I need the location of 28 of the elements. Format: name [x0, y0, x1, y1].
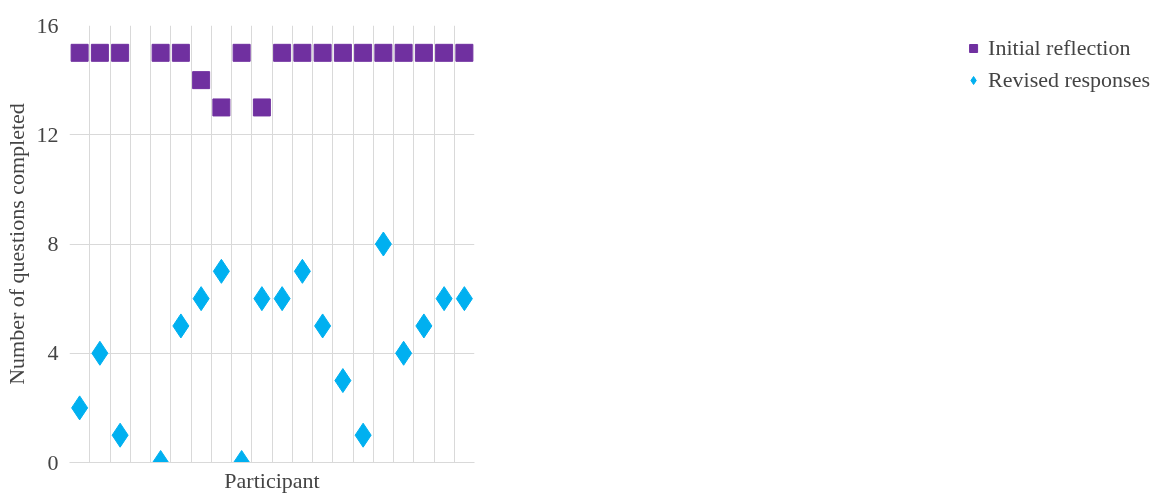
point: [192, 71, 211, 90]
point: [313, 43, 332, 62]
y-axis-title: Number of questions completed: [3, 103, 29, 385]
y-tick-label: 8: [47, 231, 59, 256]
y-tick-label: 0: [47, 449, 59, 475]
y-tick-label: 12: [36, 121, 59, 147]
point: [414, 43, 433, 62]
point: [354, 43, 373, 62]
point: [435, 43, 454, 62]
point: [374, 43, 393, 62]
point: [394, 43, 413, 62]
point: [252, 98, 271, 117]
point: [293, 43, 312, 62]
point: [273, 43, 292, 62]
point: [111, 43, 130, 62]
y-tick-label: 16: [36, 12, 59, 38]
point: [333, 43, 352, 62]
point: [171, 43, 190, 62]
point: [455, 43, 474, 62]
y-tick-label: 4: [47, 340, 59, 366]
point: [232, 43, 251, 62]
point: [90, 43, 109, 62]
point: [70, 43, 89, 62]
legend-label: Revised responses: [988, 67, 1150, 93]
point: [212, 98, 231, 117]
point: [151, 43, 170, 62]
x-axis-title: Participant: [224, 467, 320, 493]
legend-label: Initial reflection: [988, 35, 1131, 61]
